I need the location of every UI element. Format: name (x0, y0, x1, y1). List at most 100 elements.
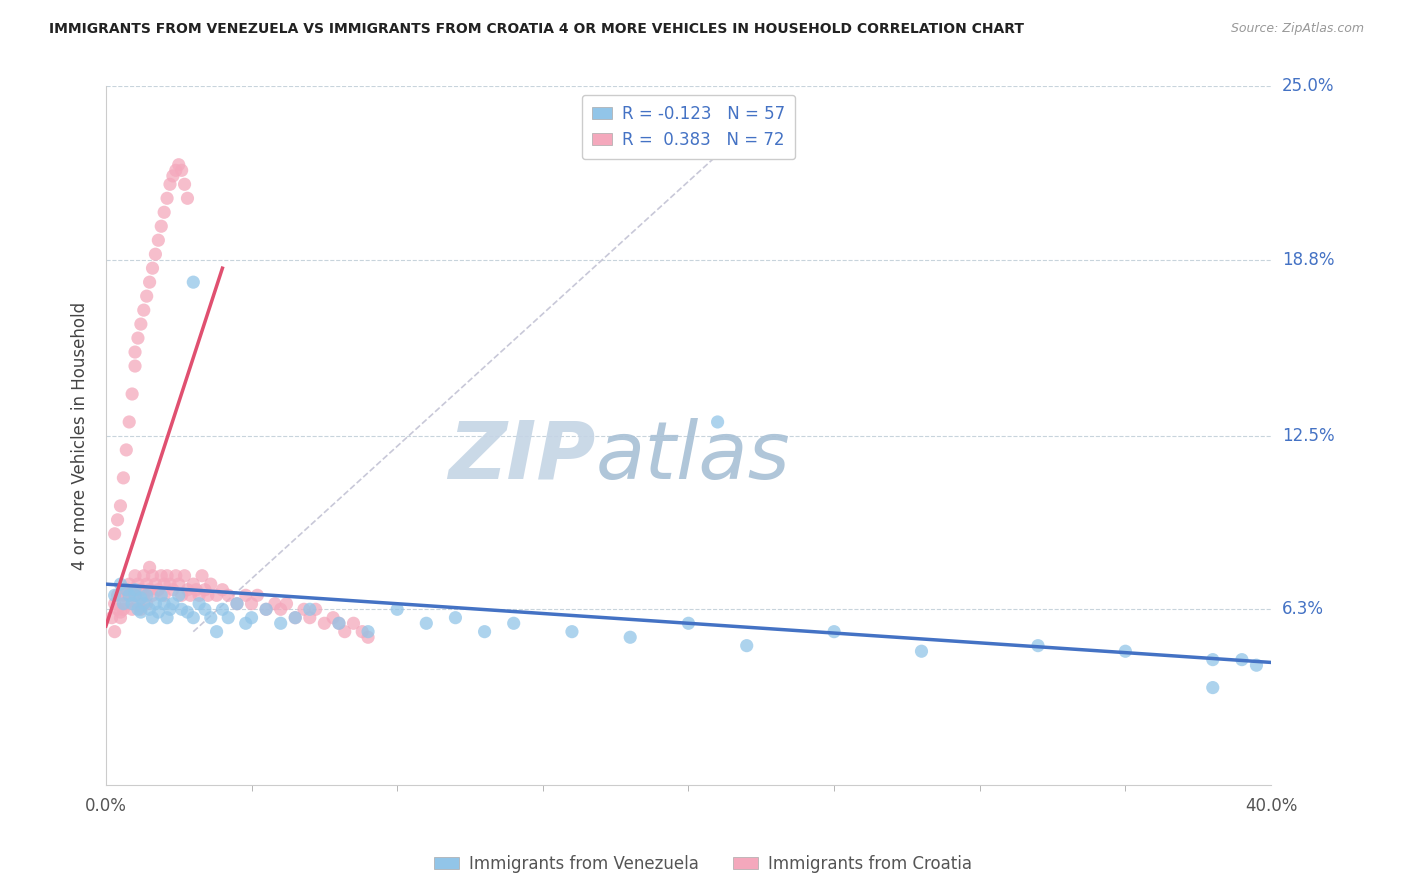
Point (270, 616, 292, 631)
Point (110, 605, 132, 619)
Point (112, 597, 135, 611)
Point (328, 616, 350, 631)
Point (129, 605, 152, 619)
Point (170, 163, 193, 178)
Point (735, 639, 758, 653)
Point (141, 610, 163, 624)
Text: 25.0%: 25.0% (1282, 78, 1334, 95)
Point (173, 568, 195, 582)
Point (176, 605, 198, 619)
Point (165, 568, 187, 582)
Point (112, 471, 135, 485)
Point (226, 597, 249, 611)
Point (298, 602, 321, 616)
Point (254, 602, 277, 616)
Point (138, 582, 160, 597)
Point (129, 602, 152, 616)
Point (186, 582, 208, 597)
Point (188, 597, 211, 611)
Point (124, 359, 146, 373)
Point (165, 163, 187, 178)
Point (205, 588, 228, 602)
Point (127, 597, 149, 611)
Point (153, 588, 176, 602)
Point (107, 513, 129, 527)
Point (132, 588, 155, 602)
Point (145, 577, 167, 591)
Point (194, 582, 217, 597)
Point (153, 597, 176, 611)
Legend: Immigrants from Venezuela, Immigrants from Croatia: Immigrants from Venezuela, Immigrants fr… (427, 848, 979, 880)
Point (138, 275, 160, 289)
Point (127, 602, 149, 616)
Point (150, 568, 173, 582)
Point (173, 178, 195, 192)
Point (135, 597, 157, 611)
Point (135, 289, 157, 303)
Point (1246, 658, 1268, 673)
Point (194, 602, 217, 616)
Point (167, 588, 190, 602)
Point (156, 610, 179, 624)
Point (444, 610, 467, 624)
Point (162, 169, 184, 183)
Point (276, 597, 298, 611)
Point (181, 275, 204, 289)
Point (619, 630, 641, 644)
Point (138, 560, 160, 574)
Point (141, 568, 163, 582)
Point (474, 624, 496, 639)
Point (148, 582, 170, 597)
Point (170, 588, 193, 602)
Point (132, 303, 155, 318)
Point (118, 588, 141, 602)
Point (159, 577, 181, 591)
Point (357, 630, 380, 644)
Point (170, 602, 193, 616)
Point (284, 610, 307, 624)
Point (314, 616, 336, 631)
Point (135, 577, 157, 591)
Point (118, 588, 141, 602)
Point (176, 191, 198, 205)
Point (1230, 652, 1253, 666)
Point (145, 247, 167, 261)
Text: Source: ZipAtlas.com: Source: ZipAtlas.com (1230, 22, 1364, 36)
Point (205, 624, 228, 639)
Point (127, 577, 149, 591)
Point (115, 597, 138, 611)
Point (148, 233, 170, 247)
Text: 6.3%: 6.3% (1282, 600, 1324, 618)
Point (235, 588, 257, 602)
Point (121, 602, 143, 616)
Point (156, 568, 179, 582)
Point (823, 624, 845, 639)
Point (1114, 644, 1136, 658)
Point (124, 582, 146, 597)
Point (328, 616, 350, 631)
Point (148, 605, 170, 619)
Point (415, 616, 437, 631)
Text: 12.5%: 12.5% (1282, 427, 1334, 445)
Point (240, 597, 263, 611)
Point (124, 588, 146, 602)
Point (217, 588, 239, 602)
Point (104, 526, 127, 541)
Point (357, 624, 380, 639)
Point (385, 602, 408, 616)
Point (200, 610, 222, 624)
Point (159, 602, 181, 616)
Point (104, 624, 127, 639)
Point (150, 588, 173, 602)
Point (211, 582, 233, 597)
Point (100, 610, 122, 624)
Point (298, 610, 321, 624)
Point (129, 582, 152, 597)
Point (1026, 639, 1049, 653)
Point (104, 597, 127, 611)
Point (162, 582, 184, 597)
Point (217, 610, 239, 624)
Point (226, 597, 249, 611)
Point (561, 624, 583, 639)
Point (333, 624, 356, 639)
